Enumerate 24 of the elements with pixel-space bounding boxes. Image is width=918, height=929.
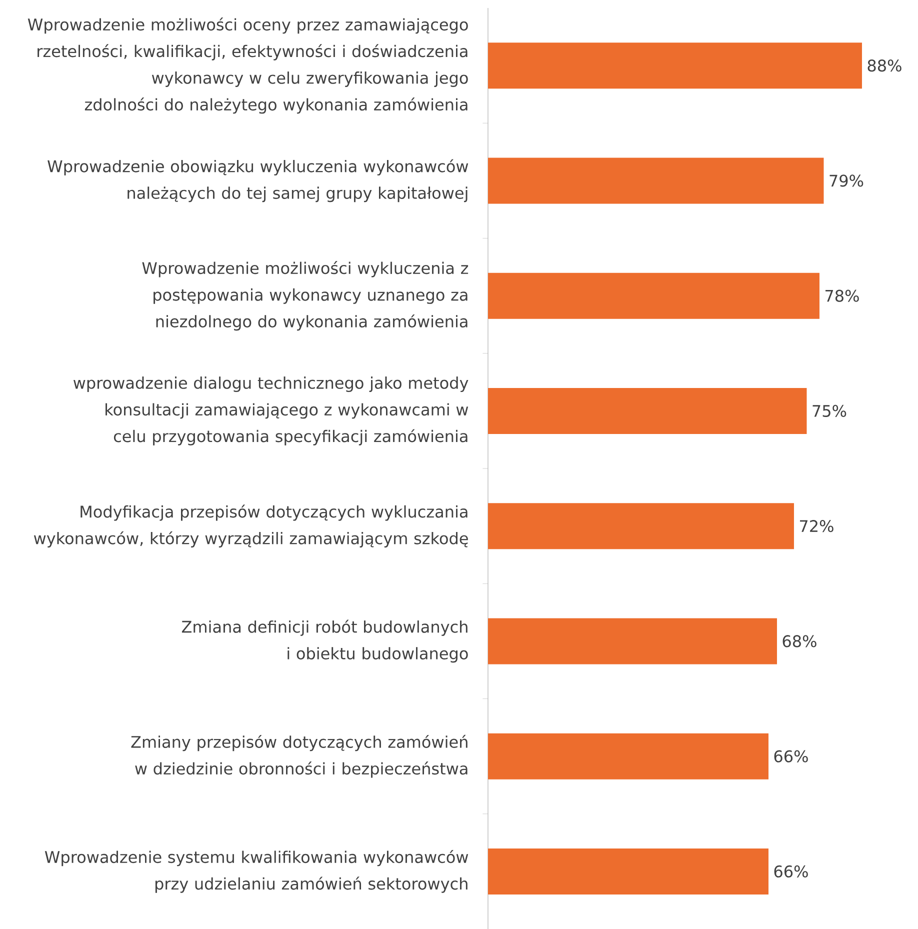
data-label: 66% [774,865,808,878]
y-tick-label: Zmiana definicji robót budowlanych i obiektu budowlanego [182,620,468,663]
y-tick-label: Wprowadzenie systemu kwalifikowania wykonawców przy udzielaniu zamówień sektorowych [44,850,468,893]
y-tick-label: Wprowadzenie możliwości wykluczenia z postępowania wykonawcy uznanego za niezdolnego do wykonania zamówienia [142,261,468,331]
bar [488,848,768,894]
bar [488,272,820,319]
bar [488,158,824,204]
y-tick-label: Modyfikacja przepisów dotyczących wykluczania wykonawców, którzy wyrządzili zamawiającym szkodę [34,504,468,548]
data-label: 68% [782,635,816,648]
data-label: 79% [830,174,864,187]
bar [488,733,768,780]
bar [488,388,807,434]
y-tick-label: Wprowadzenie możliwości oceny przez zamawiającego rzetelności, kwalifikacji, efektywności i doświadczenia wykonawcy w celu zweryfikowania jego zdolności do należytego wykonania zamówienia [28,17,468,114]
bar [488,503,794,550]
data-label: 88% [868,60,902,72]
data-label: 75% [812,404,846,417]
y-tick-label: Zmiany przepisów dotyczących zamówień w dziedzinie obronności i bezpieczeństwa [131,734,468,778]
y-tick-label: wprowadzenie dialogu technicznego jako metody konsultacji zamawiającego z wykonawcami w celu przygotowania specyfikacji zamówienia [74,376,468,446]
bar [488,42,862,89]
y-tick-label: Wprowadzenie obowiązku wykluczenia wykonawców należących do tej samej grupy kapitałowej [48,159,468,202]
data-label: 66% [774,750,808,762]
bar [488,618,777,664]
data-label: 72% [800,520,834,532]
data-label: 78% [826,290,859,302]
